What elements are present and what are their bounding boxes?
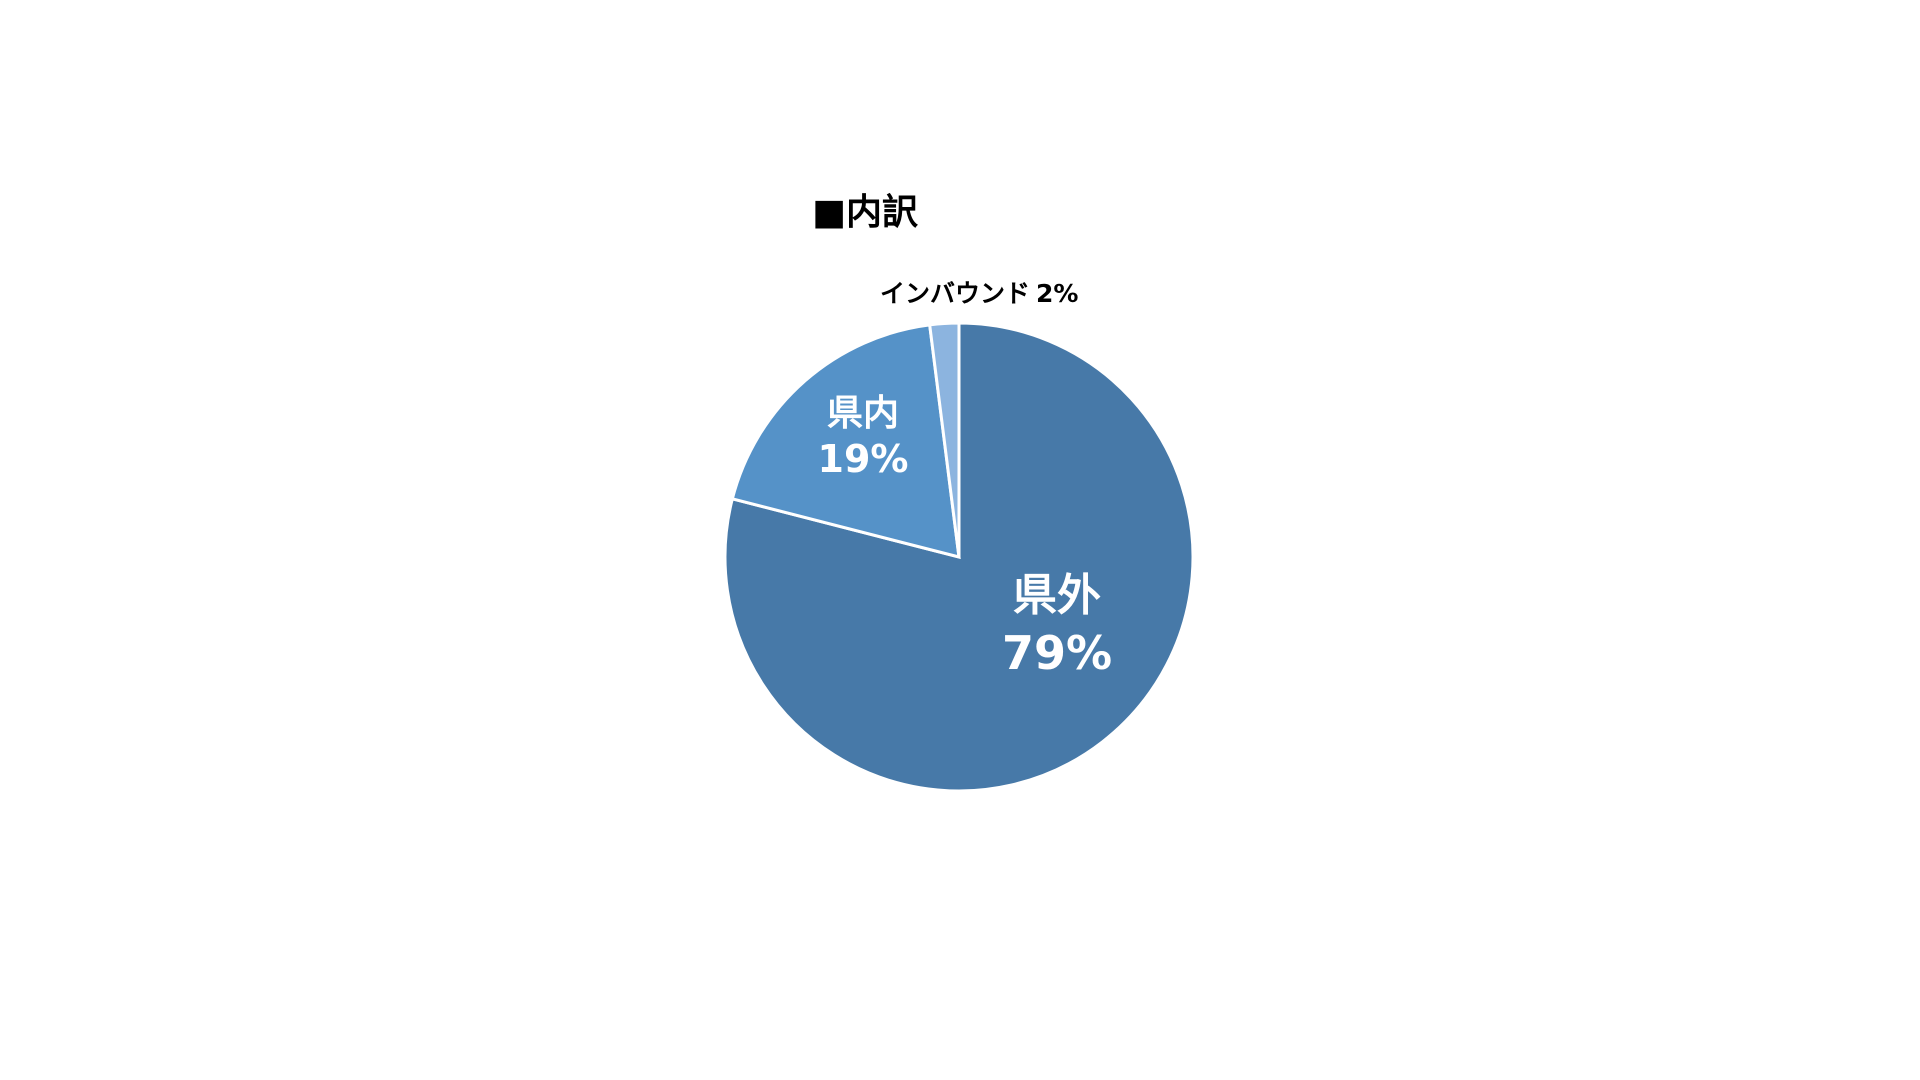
slice-kennai xyxy=(730,323,961,560)
chart-title: ■内訳 xyxy=(812,192,919,233)
slice-label-kengai: 県外 xyxy=(1013,570,1101,621)
slice-label-inbound: インバウンド xyxy=(880,279,1030,308)
slice-value-inbound: 2% xyxy=(1036,279,1078,308)
slice-label-kennai: 県内 xyxy=(827,393,899,434)
slice-inbound xyxy=(927,321,961,558)
slice-value-kennai: 19% xyxy=(818,437,909,481)
slice-value-kengai: 79% xyxy=(1002,626,1112,680)
